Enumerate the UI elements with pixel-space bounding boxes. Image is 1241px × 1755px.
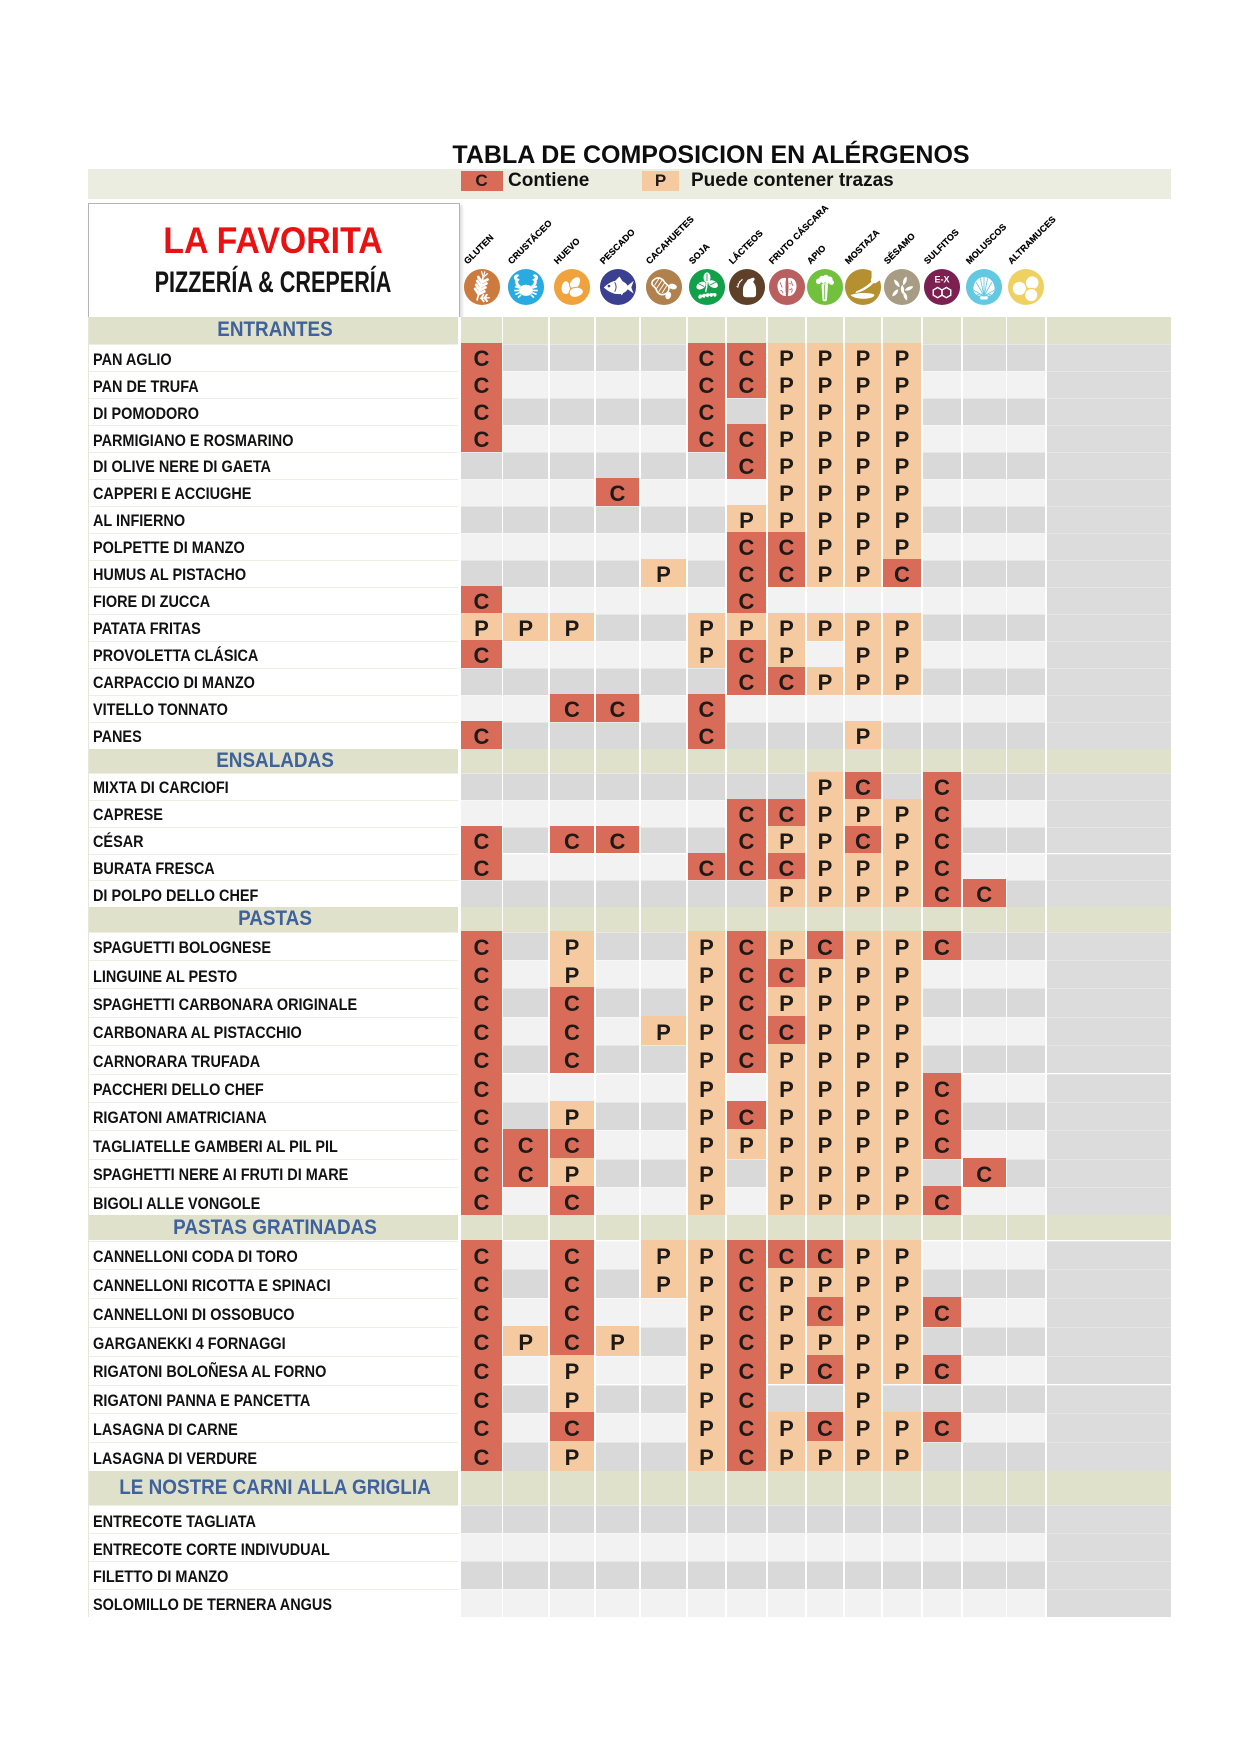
svg-text:E-X: E-X: [934, 274, 949, 284]
